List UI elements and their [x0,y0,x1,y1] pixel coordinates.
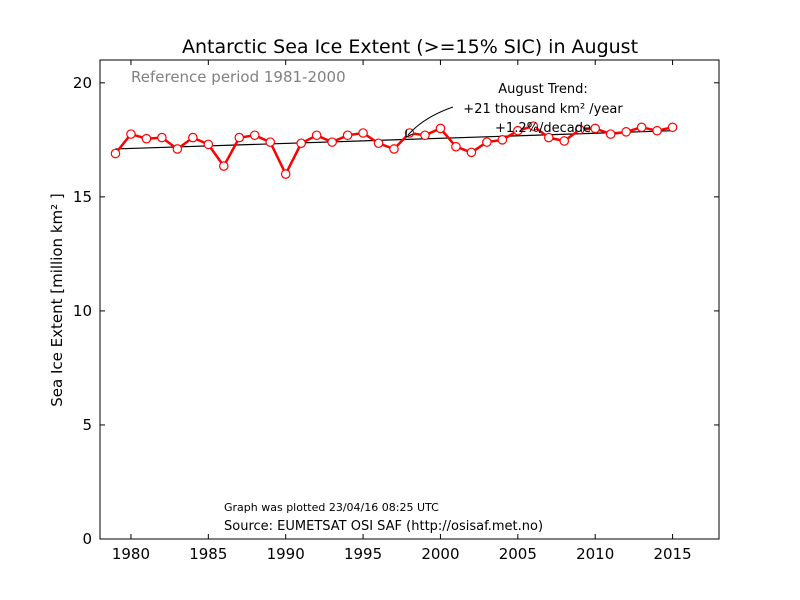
trend-percent: +1.2%/decade [495,121,591,136]
x-tick-label: 2015 [653,545,691,563]
trend-rate: +21 thousand km² /year [463,102,623,117]
data-point [435,123,446,134]
x-tick-label: 2000 [421,545,459,563]
data-point [497,135,508,145]
data-point [621,127,631,137]
source-text: Source: EUMETSAT OSI SAF (http://osisaf.… [224,519,543,534]
data-point [590,123,600,134]
x-tick-label: 2010 [576,545,614,563]
trend-title: August Trend: [498,82,588,97]
data-markers [110,121,678,179]
data-point [667,122,678,133]
data-point [466,147,477,158]
data-point [528,121,539,131]
data-point [574,124,585,135]
data-point [636,122,647,133]
data-point [110,148,121,159]
data-point [219,161,229,171]
data-point [203,139,214,150]
data-point [327,137,337,147]
data-point [126,129,136,139]
data-point [358,128,368,138]
x-tick-label: 1990 [267,545,305,563]
y-tick-label: 5 [82,416,92,434]
data-point [559,136,570,146]
data-point [265,137,276,147]
data-point [482,137,492,147]
data-point [605,129,616,139]
y-tick-label: 15 [73,188,92,206]
data-point [311,130,322,141]
plotted-timestamp: Graph was plotted 23/04/16 08:25 UTC [224,501,439,514]
data-point [543,132,554,143]
x-tick-label: 2005 [499,545,537,563]
y-tick-labels: 0 5 10 15 20 [73,74,92,548]
chart-title: Antarctic Sea Ice Extent (>=15% SIC) in … [182,36,638,58]
trend-arrowhead-icon [405,129,414,138]
plot-frame [99,59,720,540]
data-point [296,138,306,149]
data-point [172,144,183,154]
y-axis-label: Sea Ice Extent [million km² ] [48,193,66,407]
y-tick-label: 10 [73,302,92,320]
y-tick-label: 20 [73,74,92,92]
data-point [249,130,260,141]
data-point [141,133,152,144]
data-point [389,144,399,154]
data-point [280,169,291,179]
x-tick-labels: 1980 1985 1990 1995 2000 2005 2010 2015 [112,545,692,563]
data-point [513,125,523,136]
data-point [342,130,353,141]
data-point [652,125,662,136]
x-tick-label: 1980 [112,545,150,563]
data-point [188,132,198,143]
y-tick-label: 0 [82,530,92,548]
x-tick-label: 1995 [344,545,382,563]
x-tick-label: 1985 [189,545,227,563]
data-point [234,132,245,143]
data-point [373,138,384,149]
data-point [157,132,167,143]
reference-period-text: Reference period 1981-2000 [131,68,346,86]
axis-ticks [100,60,719,540]
data-point [420,130,430,141]
data-point [451,141,461,152]
trend-arrow [407,106,454,136]
